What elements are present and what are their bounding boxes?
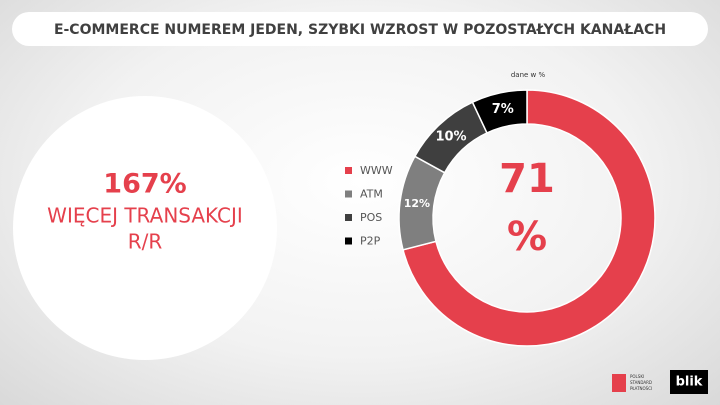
slide-title: E-COMMERCE NUMEREM JEDEN, SZYBKI WZROST … (54, 22, 666, 38)
highlight-circle (13, 96, 277, 360)
highlight-text: WIĘCEJ TRANSAKCJI (47, 204, 243, 228)
donut-segment (402, 89, 656, 347)
legend-swatch (345, 190, 352, 198)
donut-segment (471, 89, 528, 134)
logo-text: STANDARD (630, 380, 652, 385)
blik-logo (670, 370, 708, 394)
legend-swatch (345, 237, 352, 245)
highlight-text: R/R (128, 230, 163, 254)
legend-label: POS (360, 211, 382, 224)
blik-text: blik (676, 375, 703, 390)
legend-label: P2P (360, 235, 381, 248)
logo-text: POLSKI (630, 374, 644, 379)
logo-icon (612, 374, 626, 392)
legend-swatch (345, 214, 352, 221)
chart-subtitle: dane w % (511, 71, 546, 79)
legend-label: WWW (360, 164, 393, 177)
main-value-label: 71 % (499, 156, 555, 260)
value-label: 10% (435, 130, 466, 145)
value-label: 12% (404, 197, 430, 210)
legend-swatch (345, 167, 352, 174)
highlight-value: 167% (103, 169, 186, 200)
logo-text: PŁATNOŚCI (630, 386, 652, 391)
value-label: 7% (492, 102, 514, 117)
legend-label: ATM (360, 188, 383, 201)
psp-logo: POLSKI STANDARD PŁATNOŚCI (612, 374, 652, 392)
title-bar (12, 12, 708, 46)
